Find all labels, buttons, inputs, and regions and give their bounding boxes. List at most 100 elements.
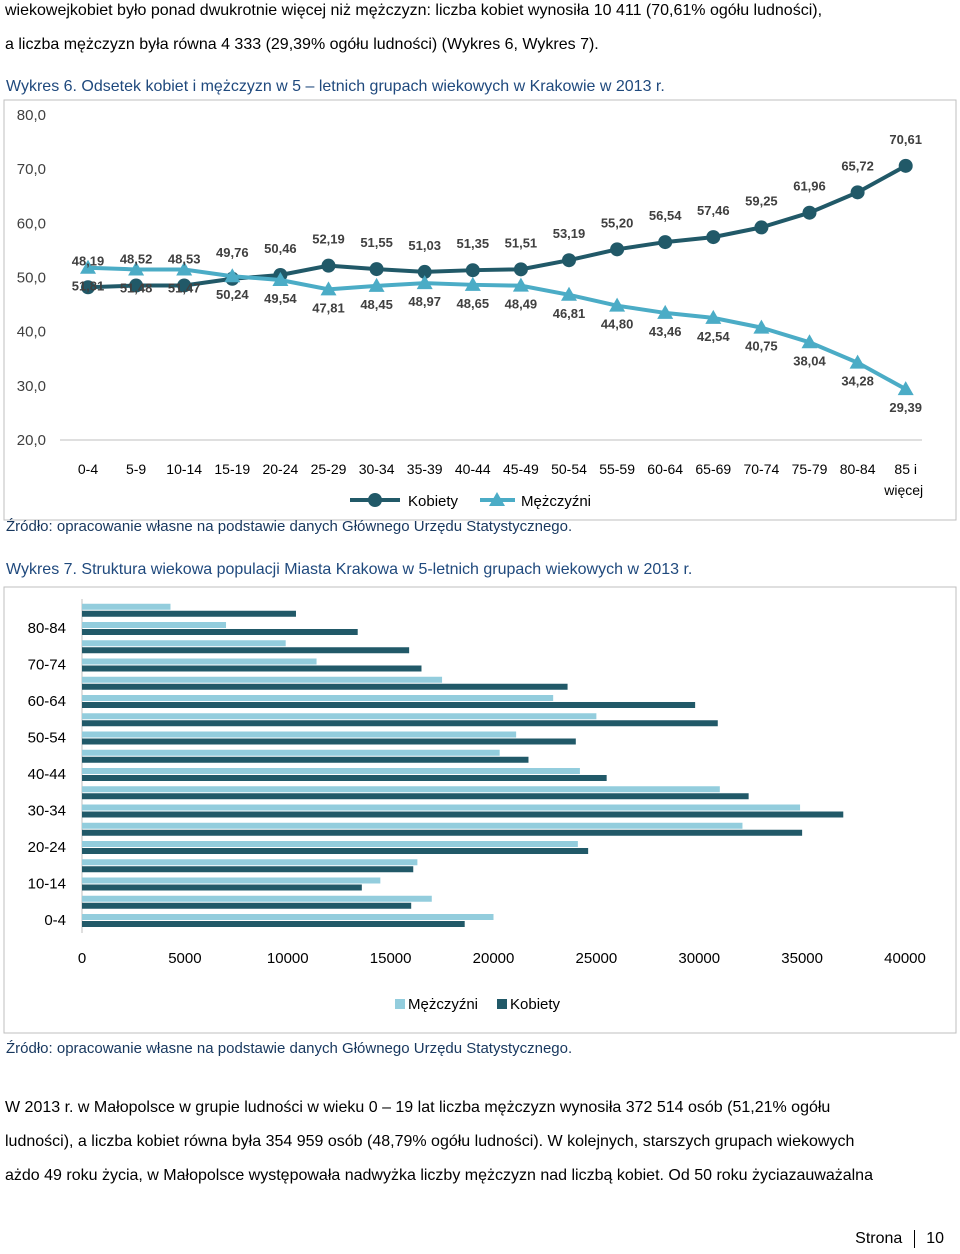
women-data-label: 55,20 bbox=[601, 215, 634, 230]
women-data-point bbox=[369, 262, 384, 277]
women-data-label: 51,35 bbox=[457, 236, 490, 251]
men-data-point bbox=[801, 334, 818, 349]
men-data-label: 40,75 bbox=[745, 339, 778, 354]
women-data-point bbox=[706, 230, 721, 245]
men-bar bbox=[82, 768, 580, 774]
women-data-label: 57,46 bbox=[697, 203, 730, 218]
y-tick-label: 10-14 bbox=[28, 876, 66, 893]
men-data-point bbox=[705, 309, 722, 324]
men-bar bbox=[82, 895, 432, 902]
closing-paragraph: W 2013 r. w Małopolsce w grupie ludności… bbox=[5, 1091, 957, 1193]
women-data-label: 49,76 bbox=[216, 245, 249, 260]
x-tick-label: 65-69 bbox=[695, 461, 731, 477]
men-data-label: 44,80 bbox=[601, 317, 634, 332]
intro-line-1: wiekowejkobiet było ponad dwukrotnie wię… bbox=[5, 2, 823, 19]
men-data-point bbox=[897, 381, 914, 396]
women-bar bbox=[82, 793, 749, 800]
women-bar bbox=[82, 629, 358, 635]
x-tick-label: 85 i bbox=[894, 461, 917, 477]
x-tick-label: 80-84 bbox=[840, 461, 876, 477]
figure7-caption: Wykres 7. Struktura wiekowa populacji Mi… bbox=[6, 561, 693, 578]
y-tick-label: 60,0 bbox=[17, 215, 46, 232]
men-data-label: 43,46 bbox=[649, 324, 682, 339]
intro-paragraph: wiekowejkobiet było ponad dwukrotnie wię… bbox=[5, 0, 957, 62]
men-data-point bbox=[753, 319, 770, 334]
women-bar bbox=[82, 829, 803, 836]
men-data-point bbox=[561, 286, 577, 301]
legend-men-label: Mężczyźni bbox=[521, 493, 591, 510]
men-bar bbox=[82, 786, 720, 793]
chart7-frame bbox=[3, 586, 957, 1034]
men-bar bbox=[82, 731, 517, 738]
women-bar bbox=[82, 720, 718, 727]
men-data-point bbox=[657, 304, 674, 319]
x-tick-label: 60-64 bbox=[647, 461, 683, 477]
women-data-label: 65,72 bbox=[841, 158, 874, 173]
women-bar bbox=[82, 811, 844, 818]
legend-women-label: Kobiety bbox=[408, 493, 459, 510]
x-tick-label: 55-59 bbox=[599, 461, 635, 477]
y-tick-label: 40-44 bbox=[28, 766, 66, 783]
footer-page-number: 10 bbox=[926, 1230, 944, 1248]
x-tick-label: 35000 bbox=[781, 950, 823, 967]
men-data-point bbox=[176, 261, 193, 276]
women-bar bbox=[82, 738, 576, 745]
women-data-label: 51,55 bbox=[360, 235, 393, 250]
men-data-point bbox=[368, 277, 385, 292]
x-tick-label: 40-44 bbox=[455, 461, 491, 477]
women-bar bbox=[82, 866, 414, 873]
x-tick-label: 75-79 bbox=[792, 461, 828, 477]
x-tick-label: 10000 bbox=[267, 950, 309, 967]
women-data-point bbox=[129, 278, 144, 293]
men-data-label: 48,65 bbox=[457, 296, 490, 311]
women-data-label: 53,19 bbox=[553, 226, 586, 241]
women-data-point bbox=[658, 235, 673, 250]
x-tick-label: 30-34 bbox=[359, 461, 395, 477]
chart6-frame bbox=[3, 99, 957, 521]
y-tick-label: 20-24 bbox=[28, 839, 66, 856]
women-bar bbox=[82, 610, 296, 617]
women-data-point bbox=[321, 258, 336, 273]
figure6-source: Źródło: opracowanie własne na podstawie … bbox=[6, 518, 573, 535]
men-data-label: 38,04 bbox=[793, 353, 826, 368]
men-data-point bbox=[224, 268, 241, 283]
x-tick-label: 0-4 bbox=[78, 461, 98, 477]
women-bar bbox=[82, 884, 362, 891]
men-data-point bbox=[416, 275, 433, 290]
women-data-point bbox=[898, 158, 913, 173]
men-bar bbox=[82, 822, 743, 829]
women-series-line bbox=[87, 164, 907, 290]
x-tick-label: 45-49 bbox=[503, 461, 539, 477]
women-data-point bbox=[417, 264, 432, 279]
men-data-label: 48,97 bbox=[408, 294, 441, 309]
women-data-label: 70,61 bbox=[889, 132, 922, 147]
men-bar bbox=[82, 622, 227, 628]
women-bar bbox=[82, 848, 589, 854]
men-bar bbox=[82, 914, 494, 920]
x-tick-label: 25-29 bbox=[311, 461, 347, 477]
men-bar bbox=[82, 695, 554, 701]
women-bar bbox=[82, 665, 422, 672]
x-tick-label: 10-14 bbox=[166, 461, 202, 477]
men-data-label: 51,48 bbox=[120, 280, 153, 295]
women-data-label: 48,53 bbox=[168, 251, 201, 266]
y-tick-label: 60-64 bbox=[28, 693, 66, 710]
men-bar bbox=[82, 713, 597, 720]
closing-line-1: W 2013 r. w Małopolsce w grupie ludności… bbox=[5, 1099, 831, 1116]
legend-men-swatch bbox=[395, 999, 405, 1009]
men-bar bbox=[82, 749, 500, 756]
men-data-label: 42,54 bbox=[697, 329, 730, 344]
men-bar bbox=[82, 877, 381, 884]
men-bar bbox=[82, 658, 317, 665]
women-data-label: 56,54 bbox=[649, 208, 682, 223]
x-tick-label: 0 bbox=[78, 950, 86, 967]
figure7-source: Źródło: opracowanie własne na podstawie … bbox=[6, 1040, 573, 1057]
men-data-label: 48,45 bbox=[360, 297, 393, 312]
women-bar bbox=[82, 647, 410, 654]
legend-women-label: Kobiety bbox=[510, 996, 561, 1013]
y-tick-label: 50,0 bbox=[17, 270, 46, 287]
women-data-label: 52,19 bbox=[312, 232, 345, 247]
women-data-label: 59,25 bbox=[745, 193, 778, 208]
y-tick-label: 0-4 bbox=[44, 912, 66, 929]
y-tick-label: 80-84 bbox=[28, 620, 66, 637]
